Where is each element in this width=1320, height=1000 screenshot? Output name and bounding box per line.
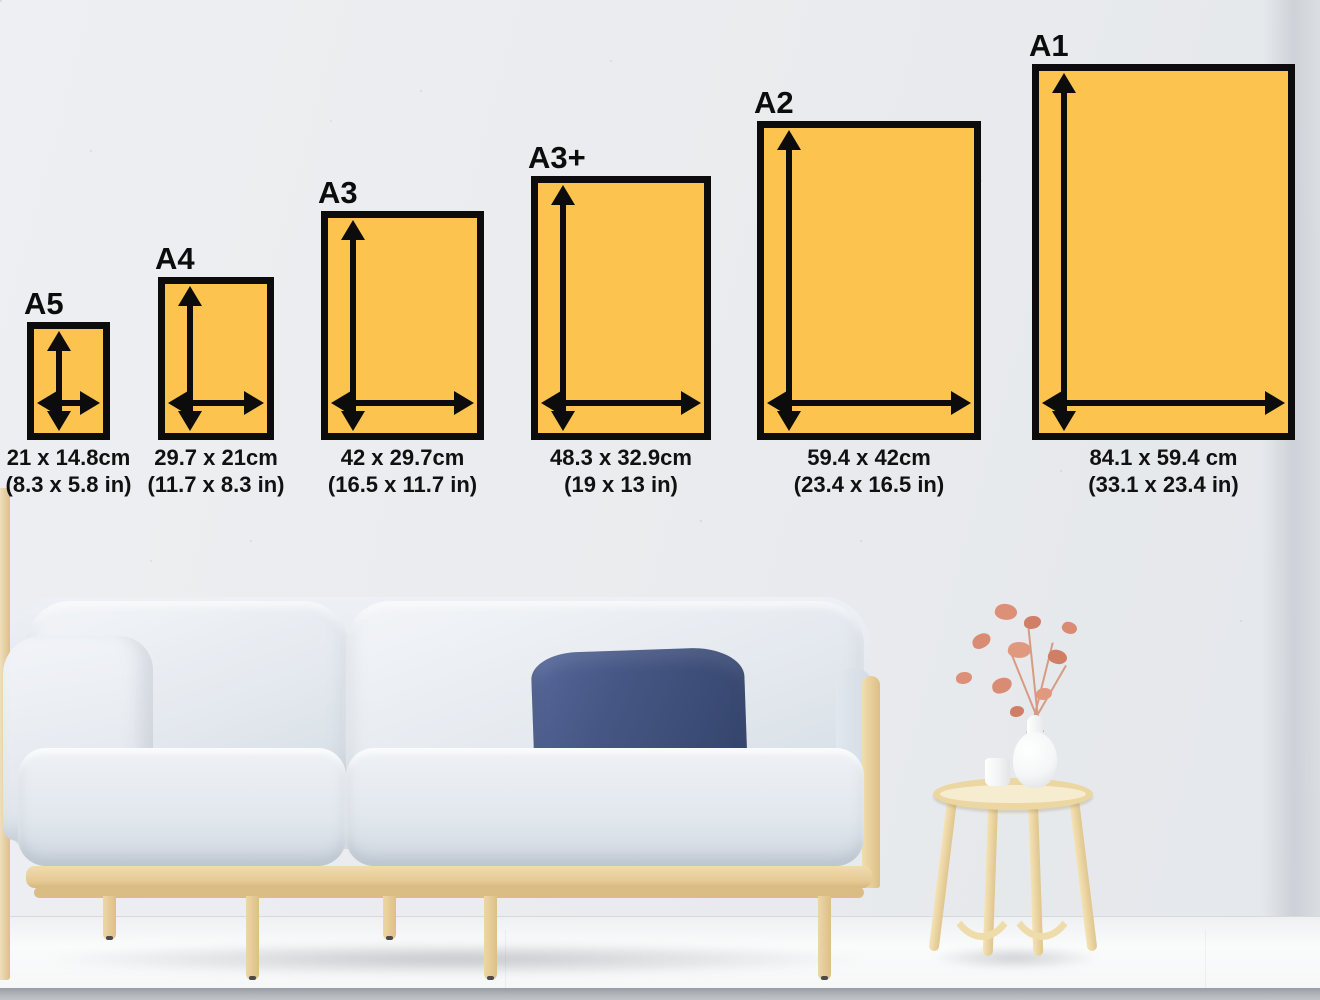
white-cup — [985, 758, 1010, 786]
sofa-seat-cushion-right — [346, 748, 864, 866]
poster-rect-a3 — [321, 211, 484, 440]
dried-flowers — [990, 676, 1014, 695]
sofa-leg — [246, 896, 259, 980]
dimensions-cm: 42 x 29.7cm — [340, 445, 465, 470]
sofa-floor-shadow — [35, 942, 875, 976]
height-arrow-icon — [551, 185, 575, 431]
table-floor-shadow — [930, 946, 1100, 970]
dimensions-text: 59.4 x 42cm (23.4 x 16.5 in) — [719, 445, 1019, 499]
dimensions-in: (23.4 x 16.5 in) — [793, 471, 945, 497]
size-panel-a3: A3 42 x 29.7cm (16.5 x 11.7 in) — [318, 177, 484, 497]
dried-flowers — [970, 631, 993, 651]
sofa-leg — [484, 896, 497, 980]
size-panel-a4: A4 29.7 x 21cm (11.7 x 8.3 in) — [148, 243, 285, 497]
width-arrow-icon — [168, 391, 264, 415]
poster-rect-a4 — [158, 277, 274, 440]
poster-rect-a1 — [1032, 64, 1295, 440]
poster-rect-a3plus — [531, 176, 711, 440]
size-panel-a2: A2 59.4 x 42cm (23.4 x 16.5 in) — [754, 87, 981, 497]
height-arrow-icon — [777, 130, 801, 431]
dimensions-cm: 84.1 x 59.4 cm — [1089, 445, 1238, 470]
sofa-leg — [383, 896, 396, 940]
sofa-leg — [103, 896, 116, 940]
dried-flowers — [993, 601, 1019, 623]
wall-texture — [0, 0, 2, 2]
size-label: A1 — [1029, 28, 1069, 63]
dried-flowers — [1060, 619, 1079, 637]
dried-flowers — [956, 672, 972, 684]
dimensions-cm: 29.7 x 21cm — [154, 445, 278, 470]
sofa-wood-rail-lower — [34, 887, 864, 898]
size-panel-a3plus: A3+ 48.3 x 32.9cm (19 x 13 in) — [528, 142, 711, 497]
poster-rect-a5 — [27, 322, 110, 440]
table-brace-arc — [1002, 812, 1082, 940]
dimensions-cm: 59.4 x 42cm — [807, 445, 931, 470]
size-panel-a1: A1 84.1 x 59.4 cm (33.1 x 23.4 in) — [1029, 30, 1295, 497]
dimensions-in: (33.1 x 23.4 in) — [1088, 471, 1239, 497]
dimensions-cm: 21 x 14.8cm — [6, 445, 131, 470]
sofa-armrest-right-wood — [862, 676, 880, 888]
table-brace-arc — [942, 812, 1022, 940]
width-arrow-icon — [331, 391, 474, 415]
dimensions-in: (11.7 x 8.3 in) — [147, 471, 285, 497]
dimensions-text: 21 x 14.8cm (8.3 x 5.8 in) — [0, 445, 219, 499]
sofa-seat-cushion-left — [18, 748, 346, 866]
dimensions-text: 29.7 x 21cm (11.7 x 8.3 in) — [66, 445, 366, 499]
rug — [0, 988, 1320, 1000]
size-label: A2 — [754, 85, 794, 120]
dried-flowers — [1010, 706, 1024, 717]
width-arrow-icon — [1042, 391, 1285, 415]
floor-seam — [1205, 930, 1206, 990]
height-arrow-icon — [47, 331, 71, 431]
size-label: A4 — [155, 241, 195, 276]
size-label: A3+ — [528, 140, 586, 175]
height-arrow-icon — [178, 286, 202, 431]
height-arrow-icon — [1052, 73, 1076, 431]
sofa-wood-rail — [26, 866, 872, 888]
dried-flowers — [1024, 616, 1041, 629]
size-panel-a5: A5 21 x 14.8cm (8.3 x 5.8 in) — [6, 288, 132, 497]
size-label: A3 — [318, 175, 358, 210]
sofa-leg — [818, 896, 831, 980]
floor-seam — [505, 930, 506, 990]
white-vase — [1013, 732, 1057, 788]
poster-rect-a2 — [757, 121, 981, 440]
floor — [0, 916, 1320, 1000]
size-label: A5 — [24, 286, 64, 321]
dimensions-text: 42 x 29.7cm (16.5 x 11.7 in) — [253, 445, 553, 499]
dimensions-in: (16.5 x 11.7 in) — [327, 471, 478, 497]
dimensions-in: (19 x 13 in) — [564, 471, 678, 497]
width-arrow-icon — [541, 391, 701, 415]
width-arrow-icon — [767, 391, 971, 415]
dimensions-in: (8.3 x 5.8 in) — [5, 471, 132, 497]
dimensions-text: 48.3 x 32.9cm (19 x 13 in) — [471, 445, 771, 499]
rattan-side-table — [933, 778, 1093, 810]
height-arrow-icon — [341, 220, 365, 431]
width-arrow-icon — [37, 391, 100, 415]
dried-flowers — [1036, 688, 1052, 700]
dimensions-cm: 48.3 x 32.9cm — [550, 445, 692, 470]
dimensions-text: 84.1 x 59.4 cm (33.1 x 23.4 in) — [1014, 445, 1314, 499]
